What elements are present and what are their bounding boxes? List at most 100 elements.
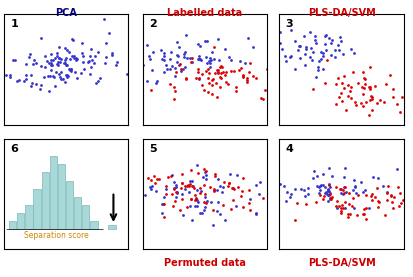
Point [249,72,256,76]
Point [74,57,81,61]
Point [172,195,179,200]
Point [219,185,226,190]
Point [371,195,378,199]
Point [27,83,34,88]
Point [202,177,209,181]
Point [309,87,315,92]
Point [195,57,201,62]
Point [69,37,76,42]
Bar [90,221,97,229]
Point [344,215,351,219]
Point [153,177,160,181]
Point [325,182,332,186]
Point [383,198,390,202]
Point [205,71,212,76]
Point [313,173,320,178]
Point [91,54,98,58]
Point [203,199,209,204]
Point [239,204,246,209]
Point [79,41,85,45]
Point [56,55,62,60]
Point [178,192,185,196]
Point [162,184,169,189]
Point [360,76,366,80]
Point [213,94,219,99]
Point [214,200,221,204]
Point [194,188,200,193]
Point [95,50,101,54]
Point [206,58,212,63]
Point [296,44,303,48]
Point [320,194,327,199]
Point [344,211,350,216]
Point [65,50,71,54]
Point [317,57,324,61]
Point [249,73,255,78]
Point [70,38,76,42]
Point [276,40,282,45]
Point [382,191,389,196]
Point [178,186,184,190]
Point [59,77,66,81]
Point [108,53,115,58]
Point [361,188,367,193]
Point [351,99,358,104]
Point [180,52,187,56]
Point [280,184,287,189]
Point [27,73,34,78]
Point [232,204,239,208]
Point [171,74,178,78]
Point [209,223,216,227]
Point [338,203,345,207]
Point [160,215,167,219]
Point [193,204,199,208]
Point [227,69,234,74]
Point [252,211,259,216]
Point [50,74,56,79]
Point [261,88,268,92]
Point [382,81,389,86]
Point [374,175,380,180]
Point [7,75,14,79]
Point [341,166,348,170]
Point [365,206,372,211]
Point [169,192,175,196]
Point [173,39,180,44]
Bar [50,156,57,229]
Point [237,66,244,70]
Point [196,211,202,215]
Point [332,102,339,106]
Point [190,186,197,191]
Point [319,197,325,201]
Point [179,213,185,217]
Point [191,198,197,202]
Point [21,79,27,83]
Point [333,206,340,210]
Point [251,196,257,201]
Point [239,73,245,78]
Point [332,184,339,189]
Point [192,76,199,80]
Point [349,206,356,210]
Point [228,186,235,190]
Point [63,48,70,52]
Point [235,68,241,72]
Point [302,45,309,49]
Point [217,76,223,81]
Point [362,206,368,210]
Point [252,75,259,80]
Point [201,205,208,210]
Point [12,58,18,62]
Point [323,187,330,191]
Point [112,63,119,67]
Point [186,56,192,60]
Point [362,193,369,197]
Point [102,61,108,65]
Point [350,51,356,55]
Point [201,38,208,43]
Point [178,181,185,185]
Point [368,95,375,99]
Point [317,50,324,55]
Point [188,59,194,64]
Point [324,192,331,197]
